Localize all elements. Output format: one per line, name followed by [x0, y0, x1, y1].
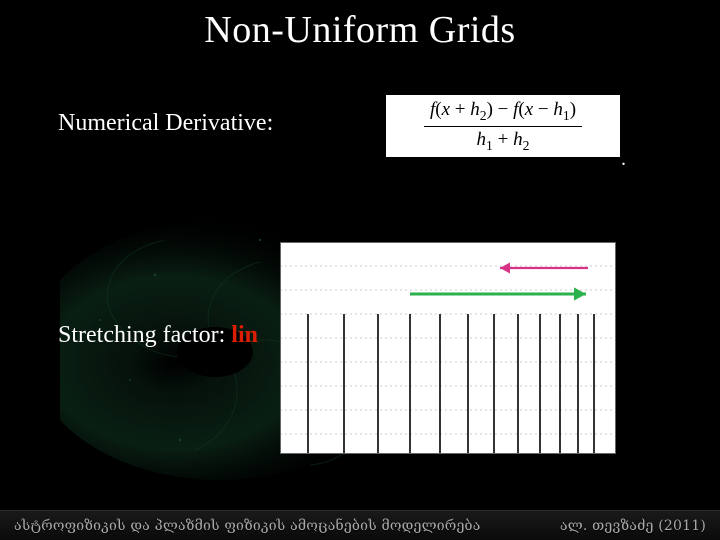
slide-title: Non-Uniform Grids	[0, 8, 720, 52]
label-numerical-derivative: Numerical Derivative:	[58, 110, 273, 137]
formula-denominator: h1 + h2	[477, 127, 530, 154]
grid-figure	[280, 242, 616, 454]
footer-left: ასტროფიზიკის და პლაზმის ფიზიკის ამოცანებ…	[14, 518, 481, 534]
footer-bar: ასტროფიზიკის და პლაზმის ფიზიკის ამოცანებ…	[0, 510, 720, 540]
formula-trailing-dot: .	[621, 148, 626, 171]
accent-lin: lin	[231, 322, 258, 348]
footer-right: ალ. თევზაძე (2011)	[560, 518, 706, 534]
formula-box: f(x + h2) − f(x − h1) h1 + h2	[386, 95, 620, 157]
label-stretching-factor: Stretching factor: lin	[58, 322, 258, 349]
formula-numerator: f(x + h2) − f(x − h1)	[424, 99, 582, 127]
